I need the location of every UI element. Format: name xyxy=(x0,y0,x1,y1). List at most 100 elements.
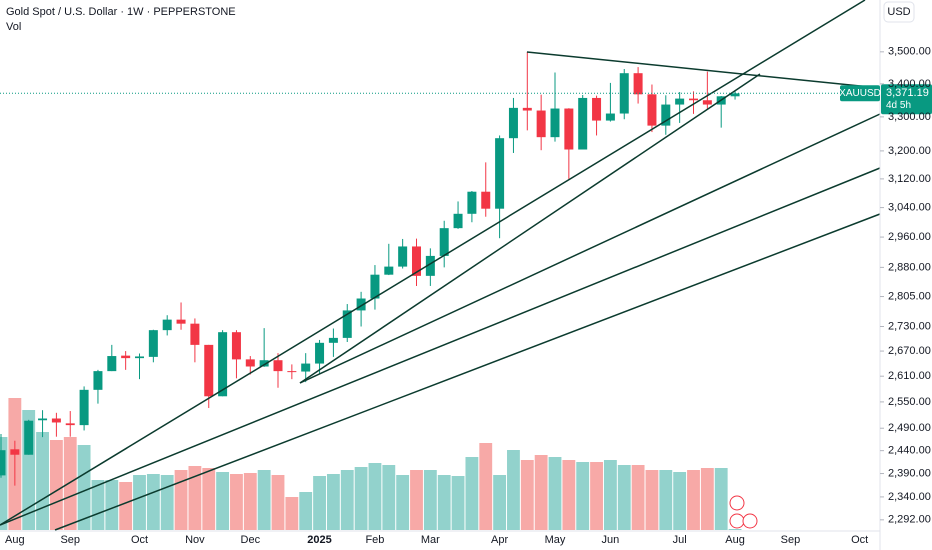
event-icon[interactable] xyxy=(729,495,745,511)
volume-bar xyxy=(437,475,451,530)
candle-body xyxy=(176,319,186,324)
volume-bar xyxy=(49,440,63,530)
volume-bar xyxy=(160,475,174,530)
y-tick-label: 3,400.00 xyxy=(888,78,931,90)
y-tick-label: 2,880.00 xyxy=(888,261,931,273)
candle-body xyxy=(702,100,712,105)
x-tick-label: Jun xyxy=(602,534,620,546)
volume-bar xyxy=(0,437,8,530)
candle-body xyxy=(51,418,61,423)
volume-bar xyxy=(133,475,146,530)
candle-body xyxy=(356,298,366,311)
candle-body xyxy=(204,344,214,397)
volume-bar xyxy=(313,476,326,530)
candle-body xyxy=(689,98,698,101)
candle-body xyxy=(730,93,740,97)
y-tick-label: 3,300.00 xyxy=(888,111,931,123)
volume-bar xyxy=(590,462,603,530)
volume-bar xyxy=(202,468,216,530)
x-tick-label: Nov xyxy=(185,534,205,546)
candle-body xyxy=(24,420,34,455)
chart-title: Gold Spot / U.S. Dollar · 1W · PEPPERSTO… xyxy=(6,6,236,18)
volume-bar xyxy=(63,437,77,530)
volume-bar xyxy=(645,470,659,530)
candle-body xyxy=(508,107,518,139)
volume-bar xyxy=(659,470,673,530)
x-tick-label: Oct xyxy=(131,534,148,546)
volume-bar xyxy=(423,470,437,530)
candle-body xyxy=(259,360,269,367)
volume-bar xyxy=(617,465,631,530)
volume-bar xyxy=(146,474,160,530)
volume-bar xyxy=(451,476,465,530)
x-tick-label: Apr xyxy=(491,534,508,546)
x-tick-label: Dec xyxy=(241,534,261,546)
volume-bar xyxy=(562,460,576,530)
candle-body xyxy=(190,323,200,345)
volume-layer xyxy=(0,398,742,530)
candle-body xyxy=(412,246,421,276)
currency-button[interactable] xyxy=(883,1,915,23)
volume-bar xyxy=(479,443,493,530)
currency-label: USD xyxy=(887,6,910,18)
candle-body xyxy=(65,423,75,426)
trendline xyxy=(299,73,761,384)
y-tick-label: 3,040.00 xyxy=(888,202,931,214)
price-label: 3,371.19 xyxy=(886,87,929,99)
volume-bar xyxy=(603,460,617,530)
candle-body xyxy=(495,138,505,209)
volume-label: Vol xyxy=(6,21,21,33)
volume-bar xyxy=(728,529,742,530)
trendline xyxy=(0,167,881,526)
candle-body xyxy=(536,110,546,138)
y-tick-label: 2,670.00 xyxy=(888,345,931,357)
volume-bar xyxy=(410,470,423,530)
candle-body xyxy=(231,332,241,360)
candle-body xyxy=(342,310,352,338)
y-tick-label: 2,960.00 xyxy=(888,231,931,243)
volume-bar xyxy=(520,460,534,530)
candle-body xyxy=(121,355,131,359)
volume-bar xyxy=(507,450,520,530)
y-tick-label: 2,610.00 xyxy=(888,370,931,382)
trendline xyxy=(54,213,881,531)
candle-body xyxy=(315,342,325,364)
volume-bar xyxy=(77,445,91,530)
volume-bar xyxy=(340,470,354,530)
candle-body xyxy=(578,97,588,150)
event-icon[interactable] xyxy=(729,513,745,529)
candle-body xyxy=(481,191,491,209)
volume-bar xyxy=(36,432,49,530)
candle-body xyxy=(38,418,48,421)
candle-body xyxy=(93,371,103,390)
candle-body xyxy=(675,98,685,105)
y-tick-label: 2,390.00 xyxy=(888,467,931,479)
candle-body xyxy=(398,246,408,267)
event-icon[interactable] xyxy=(742,513,758,529)
volume-bar xyxy=(631,465,645,530)
candle-body xyxy=(370,274,380,299)
volume-bar xyxy=(174,470,188,530)
x-tick-label: Aug xyxy=(5,534,25,546)
trendline xyxy=(0,0,866,526)
volume-bar xyxy=(243,473,257,530)
candle-body xyxy=(245,359,255,367)
candle-body xyxy=(550,108,560,138)
volume-bar xyxy=(700,468,714,530)
y-tick-label: 2,340.00 xyxy=(888,491,931,503)
volume-bar xyxy=(216,472,230,530)
volume-bar xyxy=(493,475,507,530)
candle-body xyxy=(218,332,228,397)
candle-body xyxy=(647,94,657,126)
price-tag xyxy=(881,84,932,115)
symbol-tag xyxy=(840,85,880,102)
candle-body xyxy=(107,356,117,372)
x-tick-label: May xyxy=(545,534,566,546)
volume-bar xyxy=(271,475,285,530)
x-tick-label: Feb xyxy=(365,534,384,546)
trendline xyxy=(526,51,881,89)
candle-body xyxy=(273,360,283,372)
